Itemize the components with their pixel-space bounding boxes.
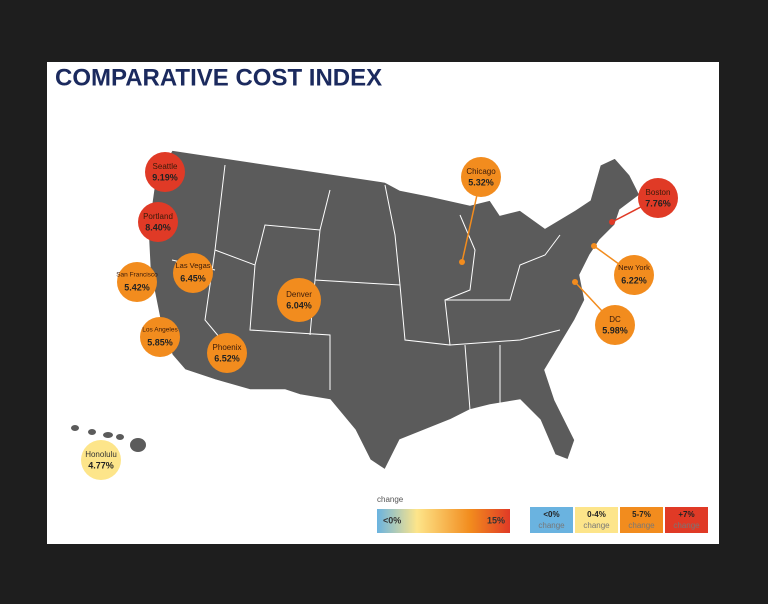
city-name: New York	[618, 263, 650, 272]
gradient-high: 15%	[487, 515, 505, 525]
city-dot	[459, 259, 465, 265]
city-name: Seattle	[153, 162, 178, 171]
legend-label: <0%	[543, 510, 559, 519]
city-value: 6.22%	[621, 275, 647, 285]
legend-label: 5-7%	[632, 510, 651, 519]
city-value: 9.19%	[152, 172, 178, 182]
city-bubble	[638, 178, 678, 218]
city-value: 5.42%	[124, 282, 150, 292]
city-dot	[572, 279, 578, 285]
city-bubble	[145, 152, 185, 192]
city-value: 5.85%	[147, 337, 173, 347]
city-bubble	[614, 255, 654, 295]
city-bubble	[173, 253, 213, 293]
city-name: Las Vegas	[175, 261, 210, 270]
city-bubble	[117, 262, 157, 302]
city-dot	[591, 243, 597, 249]
legend-label: +7%	[678, 510, 694, 519]
city-value: 5.98%	[602, 325, 628, 335]
legend-sublabel: change	[628, 521, 655, 530]
legend-label: 0-4%	[587, 510, 606, 519]
city-bubble	[207, 333, 247, 373]
city-name: Chicago	[466, 167, 496, 176]
legend-sublabel: change	[583, 521, 610, 530]
city-name: Los Angeles	[142, 327, 178, 334]
city-name: Phoenix	[213, 343, 242, 352]
city-dot	[609, 219, 615, 225]
city-value: 6.04%	[286, 300, 312, 310]
gradient-legend-title: change	[377, 495, 404, 504]
city-value: 7.76%	[645, 198, 671, 208]
city-bubble	[595, 305, 635, 345]
city-value: 4.77%	[88, 460, 114, 470]
city-value: 5.32%	[468, 177, 494, 187]
us-map	[147, 149, 641, 472]
legend-sublabel: change	[538, 521, 565, 530]
gradient-bar	[377, 509, 510, 533]
city-name: San Francisco	[116, 272, 158, 279]
city-bubble	[277, 278, 321, 322]
city-name: Boston	[646, 188, 671, 197]
hawaii	[71, 425, 146, 452]
city-value: 8.40%	[145, 222, 171, 232]
gradient-low: <0%	[383, 515, 401, 525]
city-value: 6.45%	[180, 273, 206, 283]
city-bubble	[81, 440, 121, 480]
city-value: 6.52%	[214, 353, 240, 363]
city-name: Denver	[286, 290, 312, 299]
city-bubble	[138, 202, 178, 242]
legend-swatch	[620, 507, 663, 533]
city-name: Honolulu	[85, 450, 117, 459]
city-bubble	[140, 317, 180, 357]
city-name: DC	[609, 315, 621, 324]
city-name: Portland	[143, 212, 173, 221]
city-bubble	[461, 157, 501, 197]
legend-swatch	[575, 507, 618, 533]
legend-swatch	[530, 507, 573, 533]
legend-sublabel: change	[673, 521, 700, 530]
legend-swatch	[665, 507, 708, 533]
title: COMPARATIVE COST INDEX	[55, 64, 382, 91]
